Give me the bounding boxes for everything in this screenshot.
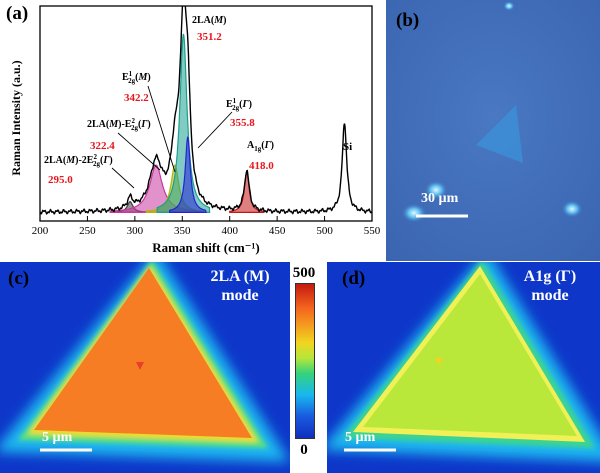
optical-scale-bar-label: 30 µm xyxy=(421,191,459,206)
map-d-title-line2: mode xyxy=(531,287,569,304)
leader-e12g-m xyxy=(147,85,176,173)
map-c-scale-label: 5 µm xyxy=(42,430,73,445)
map-center-spot xyxy=(435,358,443,366)
x-tick-label: 250 xyxy=(79,225,96,237)
annotation-e12g-gamma-value: 355.8 xyxy=(230,117,255,129)
plot-frame xyxy=(39,5,373,222)
x-tick-label: 400 xyxy=(221,225,238,237)
map-triangle-interior xyxy=(34,268,252,438)
map-d-title: A1g (Γ) mode xyxy=(505,267,595,305)
y-axis-label: Raman Intensity (a.u.) xyxy=(9,60,23,175)
panel-label-b: (b) xyxy=(396,10,420,31)
particle-speck xyxy=(561,200,583,218)
x-axis-label: Raman shift (cm⁻¹) xyxy=(152,240,260,255)
leader-2la-2e22g xyxy=(111,167,135,189)
panel-label-d: (d) xyxy=(342,268,366,289)
map-d-title-line1: A1g (Γ) xyxy=(523,268,577,285)
map-d-scale-label: 5 µm xyxy=(345,430,376,445)
x-tick-label: 450 xyxy=(269,225,286,237)
peak-fit-351.2 xyxy=(156,33,211,213)
panel-label-c: (c) xyxy=(8,268,30,289)
optical-image xyxy=(386,0,600,261)
x-tick-label: 350 xyxy=(174,225,191,237)
annotation-2la-m: 2LA(M) xyxy=(192,15,226,26)
annotation-a1g: A1g(Γ) xyxy=(247,140,274,153)
map-c-title-line2: mode xyxy=(221,287,259,304)
annotation-2la-2e22g-value: 295.0 xyxy=(48,174,73,186)
annotation-leaders xyxy=(111,85,233,189)
x-tick-label: 550 xyxy=(364,225,381,237)
map-c-title: 2LA (M) mode xyxy=(200,267,280,305)
annotation-2la-e22g-value: 322.4 xyxy=(90,140,115,152)
measured-spectrum-line xyxy=(40,6,372,215)
peak-fit-355.8 xyxy=(169,136,207,213)
colorbar xyxy=(295,283,315,439)
annotation-e12g-m-value: 342.2 xyxy=(124,92,149,104)
annotation-2la-m-value: 351.2 xyxy=(197,31,222,43)
x-tick-label: 500 xyxy=(316,225,333,237)
x-tick-label: 300 xyxy=(127,225,144,237)
particle-speck xyxy=(401,203,427,223)
raman-map-2la xyxy=(0,262,290,473)
leader-2la-e22g xyxy=(117,132,161,171)
raman-spectrum-chart: 200 250 300 350 400 450 500 550 Raman Intensity… xyxy=(9,5,381,255)
particle-speck xyxy=(424,180,448,200)
map-center-spot xyxy=(136,362,144,370)
particle-speck xyxy=(503,1,515,11)
panel-label-a: (a) xyxy=(6,3,29,24)
map-c-title-line1: 2LA (M) xyxy=(210,268,270,285)
x-tick-label: 200 xyxy=(32,225,49,237)
colorbar-min-label: 0 xyxy=(300,442,308,458)
annotation-2la-2e22g: 2LA(M)-2E2 2g(Γ) xyxy=(44,153,113,168)
annotation-a1g-value: 418.0 xyxy=(249,160,274,172)
annotation-2la-e22g: 2LA(M)-E2 2g(Γ) xyxy=(87,117,151,132)
map-triangle-interior xyxy=(363,274,577,436)
mos2-flake-triangle xyxy=(476,105,523,163)
leader-e12g-gamma xyxy=(197,111,233,149)
annotation-e12g-gamma: E1 2g(Γ) xyxy=(226,97,252,112)
annotation-si: Si xyxy=(343,141,352,153)
colorbar-max-label: 500 xyxy=(292,265,316,281)
raman-map-a1g xyxy=(327,262,600,473)
annotation-e12g-m: E1 2g(M) xyxy=(122,70,151,85)
